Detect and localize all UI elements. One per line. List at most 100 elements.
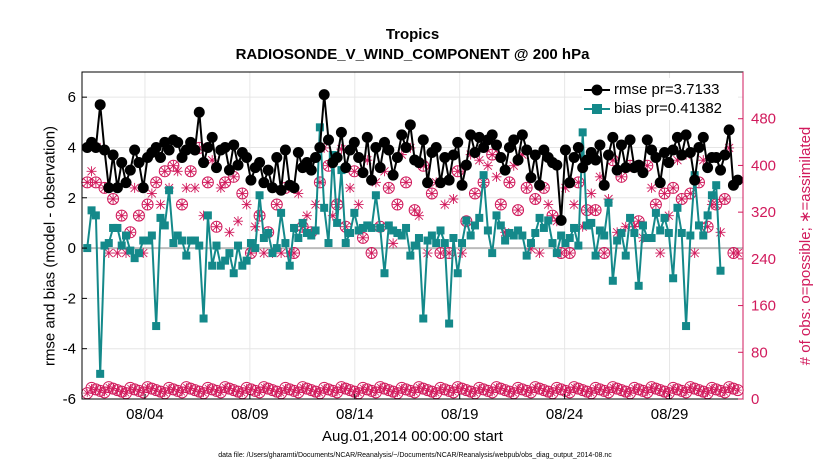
obs-assimilated-marker bbox=[121, 248, 132, 259]
obs-assimilated-marker-low bbox=[514, 383, 523, 392]
obs-assimilated-marker-low bbox=[242, 383, 251, 392]
y-axis-label-right-text: # of obs: o=possible; ∗=assimilated bbox=[797, 126, 814, 366]
obs-assimilated-marker bbox=[301, 210, 312, 221]
legend-item-bias: bias pr=0.41382 bbox=[582, 99, 738, 119]
rmse-point bbox=[254, 157, 266, 169]
y-tick-label-left: -4 bbox=[63, 341, 76, 358]
obs-assimilated-marker bbox=[685, 188, 696, 199]
rmse-point bbox=[210, 162, 222, 174]
rmse-point bbox=[193, 106, 205, 118]
bias-point bbox=[367, 223, 376, 232]
obs-assimilated-marker bbox=[426, 188, 437, 199]
bias-point bbox=[268, 249, 277, 258]
obs-assimilated-marker bbox=[474, 155, 485, 166]
legend: rmse pr=3.7133 bias pr=0.41382 bbox=[582, 78, 738, 120]
bias-point bbox=[238, 261, 247, 270]
bias-point bbox=[212, 241, 221, 250]
rmse-point bbox=[654, 177, 666, 189]
rmse-point bbox=[439, 152, 451, 164]
obs-assimilated-marker bbox=[366, 248, 377, 259]
bias-point bbox=[535, 213, 544, 222]
obs-assimilated-marker-low bbox=[427, 387, 436, 396]
rmse-point bbox=[551, 159, 563, 171]
obs-assimilated-marker-low bbox=[423, 386, 432, 395]
obs-assimilated-marker-low bbox=[694, 386, 703, 395]
x-tick-label: 08/04 bbox=[126, 406, 164, 423]
bias-point bbox=[496, 221, 505, 230]
rmse-point bbox=[198, 157, 210, 169]
bias-point bbox=[501, 236, 510, 245]
rmse-point bbox=[452, 136, 464, 148]
bias-point bbox=[216, 261, 225, 270]
obs-assimilated-marker bbox=[599, 248, 610, 259]
bias-point bbox=[626, 213, 635, 222]
rmse-point bbox=[559, 144, 571, 156]
obs-assimilated-marker bbox=[594, 171, 605, 182]
rmse-point bbox=[684, 146, 696, 158]
obs-assimilated-marker bbox=[676, 194, 687, 205]
rmse-point bbox=[641, 134, 653, 146]
obs-assimilated-marker-low bbox=[87, 383, 96, 392]
bias-point bbox=[595, 226, 604, 235]
obs-assimilated-marker-low bbox=[574, 384, 583, 393]
obs-assimilated-marker-low bbox=[290, 386, 299, 395]
obs-possible-marker bbox=[158, 165, 171, 178]
bias-point bbox=[393, 228, 402, 237]
rmse-point bbox=[443, 174, 455, 186]
bias-point bbox=[578, 128, 587, 137]
obs-assimilated-marker-low bbox=[720, 388, 729, 397]
obs-assimilated-marker-low bbox=[613, 384, 622, 393]
obs-assimilated-marker-low bbox=[380, 384, 389, 393]
obs-assimilated-marker-low bbox=[578, 386, 587, 395]
obs-assimilated-marker-low bbox=[488, 388, 497, 397]
bias-point bbox=[354, 226, 363, 235]
rmse-point bbox=[279, 144, 291, 156]
obs-possible-marker bbox=[400, 176, 413, 189]
rmse-point bbox=[292, 146, 304, 158]
obs-possible-marker bbox=[132, 209, 145, 222]
obs-assimilated-marker bbox=[237, 188, 248, 199]
obs-assimilated-marker bbox=[181, 182, 192, 193]
obs-assimilated-marker bbox=[564, 248, 575, 259]
obs-possible-marker bbox=[451, 165, 464, 178]
rmse-point bbox=[133, 157, 145, 169]
obs-assimilated-marker-low bbox=[557, 385, 566, 394]
obs-assimilated-marker bbox=[590, 205, 601, 216]
obs-assimilated-marker bbox=[112, 248, 123, 259]
obs-assimilated-marker bbox=[133, 210, 144, 221]
legend-item-rmse: rmse pr=3.7133 bbox=[582, 80, 738, 100]
x-tick-label: 08/19 bbox=[441, 406, 479, 423]
obs-assimilated-marker-low bbox=[91, 385, 100, 394]
bias-point bbox=[677, 228, 686, 237]
obs-assimilated-marker-low bbox=[526, 388, 535, 397]
obs-assimilated-marker bbox=[293, 188, 304, 199]
bias-point bbox=[608, 276, 617, 285]
bias-point bbox=[156, 213, 165, 222]
obs-assimilated-marker-low bbox=[208, 385, 217, 394]
chart-subtitle: RADIOSONDE_V_WIND_COMPONENT @ 200 hPa bbox=[235, 46, 590, 63]
bias-point bbox=[414, 234, 423, 243]
obs-assimilated-marker-low bbox=[294, 388, 303, 397]
obs-assimilated-marker-low bbox=[595, 385, 604, 394]
rmse-point bbox=[555, 214, 567, 226]
obs-assimilated-marker-low bbox=[466, 387, 475, 396]
bias-point bbox=[173, 231, 182, 240]
bias-point bbox=[341, 239, 350, 248]
rmse-point bbox=[667, 144, 679, 156]
obs-assimilated-marker-low bbox=[492, 383, 501, 392]
obs-assimilated-marker-low bbox=[264, 384, 273, 393]
obs-assimilated-marker-low bbox=[203, 383, 212, 392]
legend-bias-label: bias pr=0.41382 bbox=[614, 100, 723, 117]
obs-assimilated-marker bbox=[314, 177, 325, 188]
bias-point bbox=[298, 218, 307, 227]
obs-assimilated-marker-low bbox=[277, 389, 286, 398]
obs-possible-marker bbox=[494, 198, 507, 211]
bias-point bbox=[122, 231, 131, 240]
rmse-point bbox=[422, 177, 434, 189]
obs-assimilated-marker bbox=[659, 188, 670, 199]
obs-assimilated-marker bbox=[349, 166, 360, 177]
rmse-point bbox=[228, 139, 240, 151]
obs-assimilated-marker bbox=[357, 232, 368, 243]
obs-assimilated-marker-low bbox=[690, 384, 699, 393]
obs-assimilated-marker-low bbox=[109, 384, 118, 393]
